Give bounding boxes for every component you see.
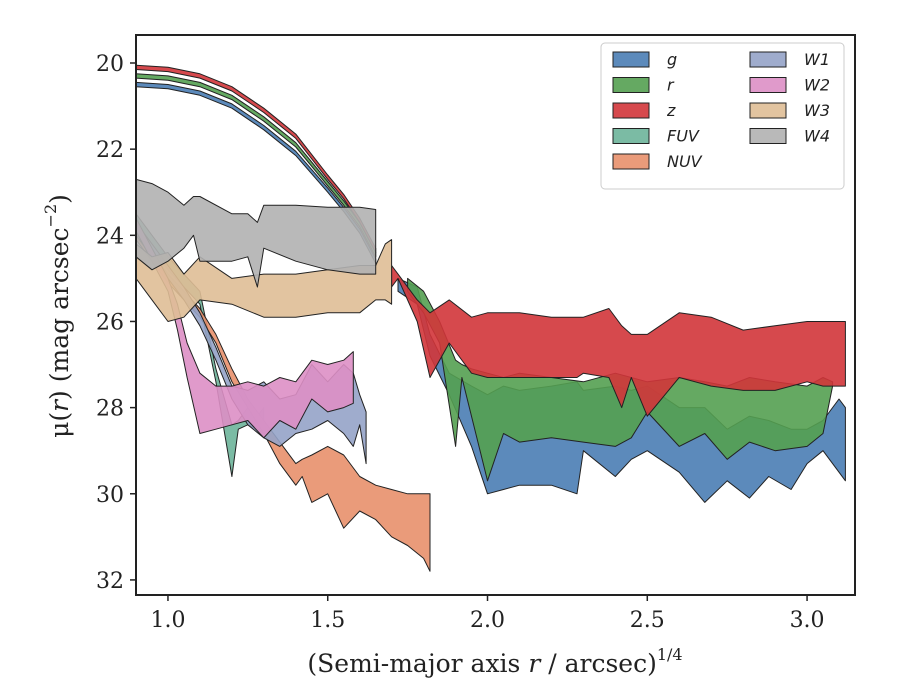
band-z-1 xyxy=(391,265,846,417)
x-axis: 1.0 1.5 2.0 2.5 3.0 xyxy=(150,595,825,633)
legend-swatch-r xyxy=(612,77,650,93)
legend-swatch-g xyxy=(612,51,650,68)
y-axis: 20 22 24 26 28 30 32 xyxy=(96,52,136,594)
y-tick-label: 20 xyxy=(96,52,124,77)
plot-frame xyxy=(135,34,856,596)
legend-label-z: z xyxy=(666,101,676,120)
legend-swatch-z xyxy=(612,102,650,119)
x-tick-label: 1.5 xyxy=(310,608,345,633)
legend-label-w1: W1 xyxy=(804,50,830,69)
y-axis-label: μ(r) (mag arcsec−2) xyxy=(41,194,74,438)
y-tick-label: 28 xyxy=(96,397,124,422)
x-tick-label: 1.0 xyxy=(150,608,185,633)
y-tick-label: 30 xyxy=(96,483,124,508)
legend-swatch-w2 xyxy=(749,77,787,93)
band-w2-0 xyxy=(136,217,354,439)
band-w4-0 xyxy=(136,178,377,288)
legend-label-nuv: NUV xyxy=(667,152,703,171)
y-tick-label: 26 xyxy=(96,310,124,335)
legend-label-r: r xyxy=(667,76,675,95)
y-tick-label: 22 xyxy=(96,138,124,163)
legend-swatch-w1 xyxy=(749,51,787,68)
y-tick-label: 32 xyxy=(96,569,124,594)
x-axis-label: (Semi-major axis r / arcsec)1/4 xyxy=(307,645,682,678)
x-tick-label: 3.0 xyxy=(790,608,825,633)
legend-swatch-w4 xyxy=(749,128,787,144)
x-tick-label: 2.5 xyxy=(630,608,665,633)
legend-swatch-nuv xyxy=(612,153,650,170)
legend: grz FUV NUV W1 W2 W3 W4 xyxy=(600,42,845,190)
legend-label-w3: W3 xyxy=(804,101,830,120)
legend-label-w2: W2 xyxy=(804,76,830,95)
legend-label-g: g xyxy=(667,50,677,69)
legend-swatch-fuv xyxy=(612,128,650,144)
series-layer xyxy=(136,64,846,572)
legend-label-fuv: FUV xyxy=(667,127,700,146)
legend-swatch-w3 xyxy=(749,102,787,119)
legend-label-w4: W4 xyxy=(804,127,830,146)
y-tick-label: 24 xyxy=(96,224,124,249)
x-tick-label: 2.0 xyxy=(470,608,505,633)
